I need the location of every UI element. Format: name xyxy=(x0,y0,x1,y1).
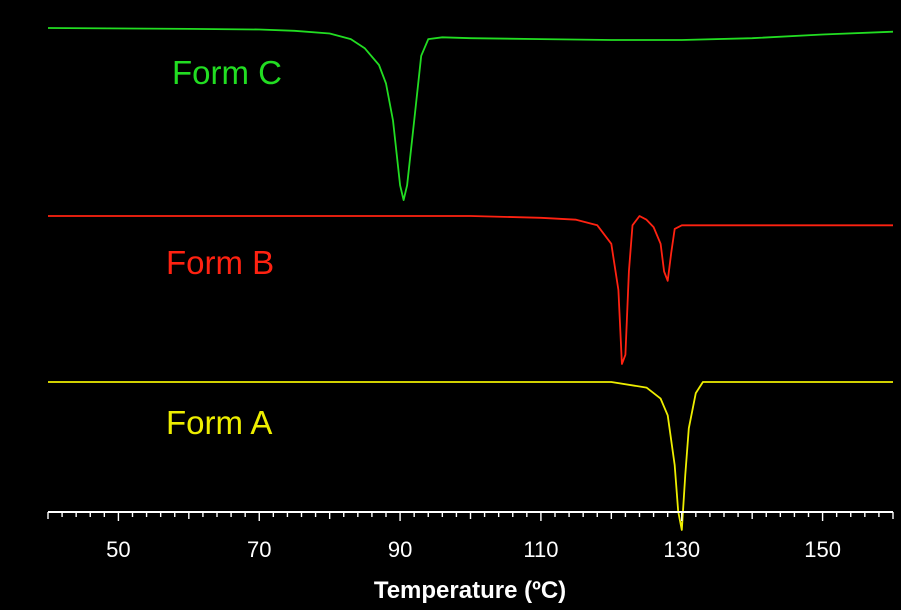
x-tick-label: 150 xyxy=(804,537,841,562)
series-label-form-c: Form C xyxy=(172,54,282,91)
series-line-form-b xyxy=(48,215,893,365)
series-label-form-a: Form A xyxy=(166,404,272,441)
x-tick-label: 70 xyxy=(247,537,271,562)
x-tick-label: 130 xyxy=(663,537,700,562)
series-line-form-a xyxy=(48,381,893,531)
x-axis: 50 70 90 110 130 150 Temperature (ºC) xyxy=(47,511,894,604)
series-label-form-b: Form B xyxy=(166,244,274,281)
series-line-form-c xyxy=(47,27,894,202)
series-layer xyxy=(47,27,894,531)
series-label-layer: Form C Form B Form A xyxy=(166,54,282,441)
x-tick-label: 50 xyxy=(106,537,130,562)
x-axis-ticks: 50 70 90 110 130 150 xyxy=(47,512,894,562)
x-tick-label: 90 xyxy=(388,537,412,562)
x-tick-label: 110 xyxy=(523,537,558,562)
x-axis-title: Temperature (ºC) xyxy=(374,577,566,604)
